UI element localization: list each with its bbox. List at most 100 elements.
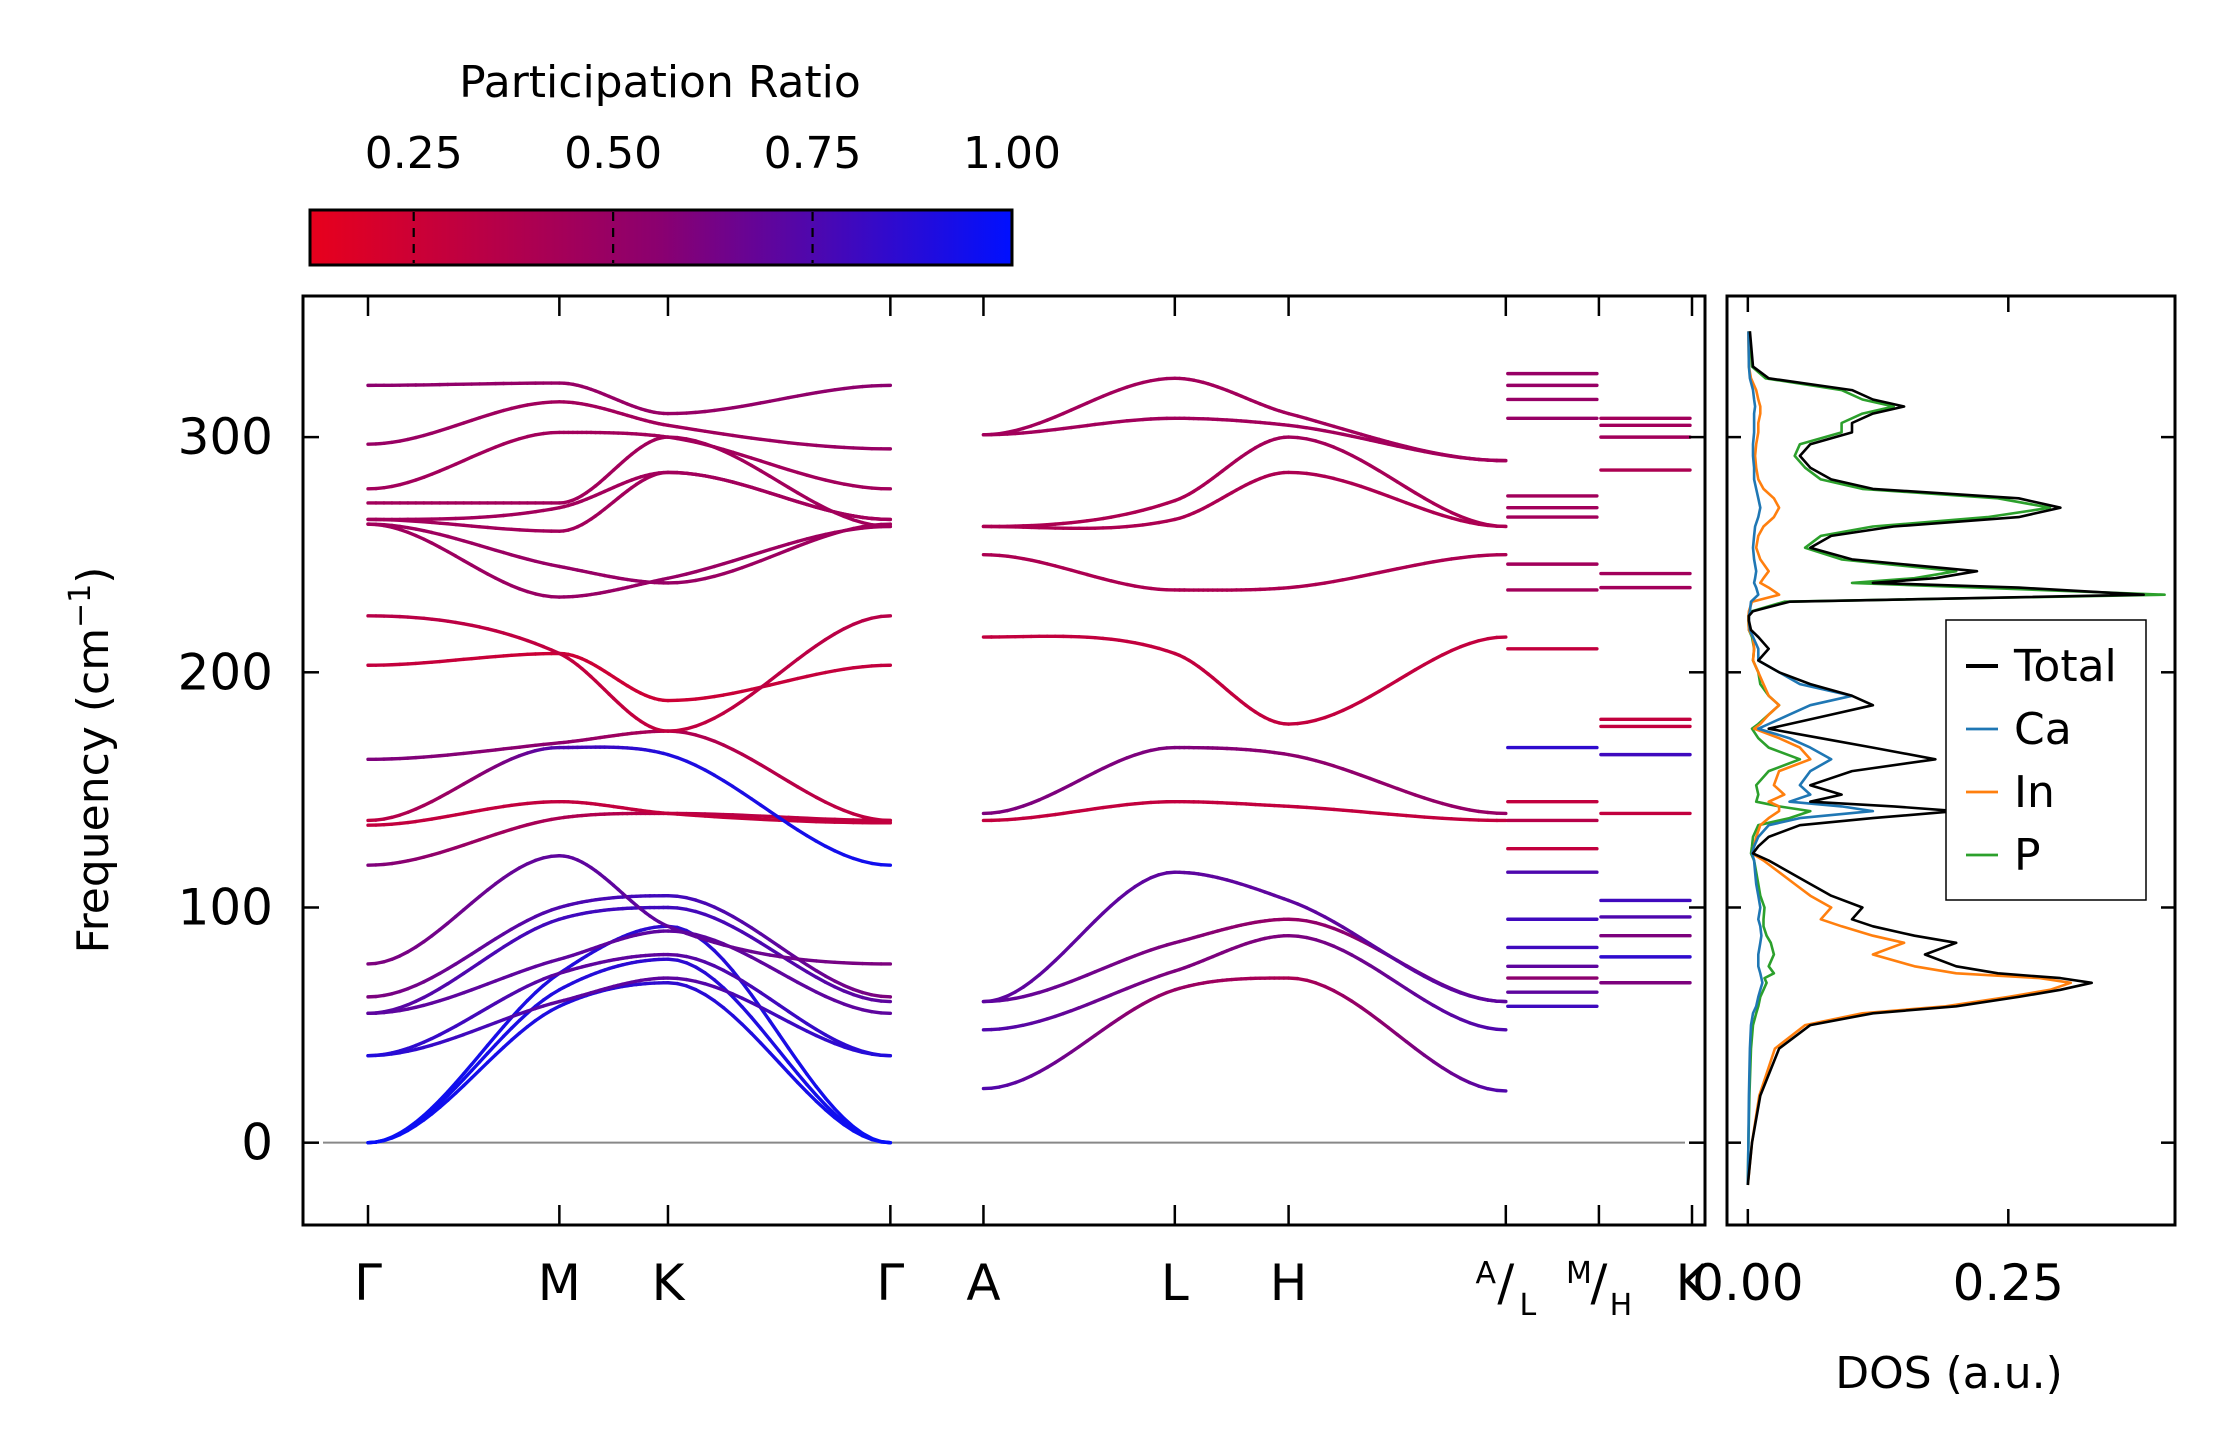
- phonon-band-segment: [795, 491, 809, 500]
- kpoint-label-slash: /: [1497, 1254, 1514, 1312]
- phonon-band-segment: [749, 1000, 763, 1009]
- phonon-band-segment: [805, 833, 818, 843]
- phonon-band-segment: [805, 963, 818, 973]
- phonon-band-segment: [493, 1024, 506, 1038]
- phonon-band-segment: [842, 622, 855, 631]
- phonon-band-segment: [509, 1018, 522, 1030]
- phonon-band-segment: [768, 1051, 781, 1065]
- phonon-band-segment: [1449, 1071, 1463, 1080]
- phonon-band-segment: [1377, 469, 1390, 478]
- phonon-band-segment: [721, 778, 735, 789]
- dos-tick-label: 0.00: [1692, 1254, 1803, 1312]
- legend-label-total: Total: [2013, 641, 2117, 692]
- phonon-band-segment: [814, 968, 828, 978]
- phonon-band-segment: [454, 1072, 466, 1085]
- phonon-band-segment: [438, 1090, 450, 1102]
- phonon-band-segment: [823, 800, 837, 809]
- kpath-axis: Γ M K Γ A L H KA / LM/H: [354, 296, 1710, 1323]
- phonon-band-segment: [786, 1060, 800, 1076]
- frequency-axis-label: Frequency (cm−1): [63, 567, 119, 954]
- phonon-band-segment: [740, 790, 754, 801]
- frequency-tick-label: 100: [178, 878, 273, 936]
- phonon-band-segment: [823, 506, 837, 515]
- phonon-band-segment: [422, 1106, 434, 1118]
- phonon-band-segment: [1495, 1088, 1508, 1093]
- phonon-band-segment: [485, 1043, 498, 1056]
- dos-curve-total: [1746, 331, 2145, 1186]
- phonon-band-segment: [833, 979, 846, 988]
- phonon-band-segment: [749, 935, 763, 945]
- phonon-band-segment: [805, 644, 818, 655]
- dos-legend: Total Ca In P: [1945, 619, 2147, 901]
- phonon-band-segment: [1386, 975, 1399, 985]
- phonon-band-segment: [501, 1026, 514, 1039]
- phonon-band-segment: [758, 960, 772, 969]
- phonon-band-segment: [768, 997, 781, 1007]
- phonon-band-segment: [768, 1010, 781, 1019]
- phonon-band-segment: [1341, 993, 1354, 1003]
- phonon-band-segment: [1085, 919, 1097, 931]
- phonon-band-segment: [461, 1076, 474, 1088]
- phonon-band-segment: [768, 1019, 781, 1037]
- phonon-band-segment: [1359, 1005, 1372, 1016]
- phonon-band-segment: [1413, 969, 1427, 979]
- dos-tick-label: 0.25: [1953, 1254, 2064, 1312]
- phonon-band-segment: [805, 496, 818, 506]
- phonon-band-segment: [1061, 943, 1073, 955]
- phonon-band-segment: [749, 1015, 763, 1030]
- phonon-band-segment: [1377, 947, 1390, 957]
- phonon-band-segment: [712, 998, 726, 1010]
- phonon-band-segment: [1431, 1003, 1445, 1013]
- phonon-band-segment: [823, 1103, 837, 1116]
- phonon-band-segment: [740, 1005, 754, 1019]
- phonon-band-segment: [795, 980, 809, 989]
- phonon-bands: [366, 371, 1692, 1145]
- phonon-band-segment: [777, 774, 791, 784]
- kpoint-label: Γ: [876, 1254, 904, 1312]
- phonon-band-segment: [446, 914, 458, 925]
- kpoint-label: Γ: [354, 1254, 382, 1312]
- kpoint-label-bottom: L: [1519, 1288, 1536, 1323]
- phonon-band-segment: [731, 995, 744, 1009]
- phonon-band-segment: [833, 1107, 846, 1121]
- phonon-band-segment: [842, 1116, 855, 1129]
- phonon-band-segment: [823, 844, 837, 853]
- phonon-band-segment: [823, 980, 837, 989]
- phonon-band-segment: [493, 1034, 506, 1047]
- phonon-band-segment: [1422, 657, 1436, 667]
- phonon-band-segment: [533, 983, 546, 995]
- phonon-band-segment: [740, 979, 754, 989]
- phonon-band-segment: [777, 480, 791, 490]
- phonon-band-segment: [795, 1015, 809, 1026]
- phonon-band-segment: [786, 1019, 800, 1029]
- phonon-band-segment: [477, 1051, 490, 1064]
- phonon-band-segment: [541, 977, 554, 988]
- phonon-band-segment: [786, 779, 800, 789]
- phonon-band-segment: [805, 1090, 818, 1103]
- phonon-band-segment: [485, 1034, 498, 1048]
- phonon-band-segment: [469, 894, 482, 905]
- phonon-band-segment: [749, 926, 763, 936]
- phonon-band-segment: [703, 992, 717, 1003]
- phonon-band-segment: [740, 996, 754, 1005]
- phonon-band-segment: [1029, 973, 1041, 984]
- kpoint-label: K: [1676, 1254, 1710, 1312]
- phonon-band-segment: [731, 925, 744, 934]
- phonon-band-segment: [1386, 953, 1399, 963]
- phonon-band-segment: [1395, 673, 1408, 683]
- phonon-band-segment: [446, 1091, 458, 1103]
- phonon-band-segment: [814, 795, 828, 804]
- phonon-band-segment: [786, 958, 800, 968]
- phonon-band-segment: [805, 985, 818, 994]
- phonon-band-segment: [805, 1029, 818, 1038]
- phonon-band-segment: [1332, 920, 1345, 929]
- phonon-band-segment: [493, 1045, 506, 1057]
- kpoint-label: A: [966, 1254, 1000, 1312]
- phonon-band-segment: [777, 944, 791, 955]
- phonon-band-segment: [469, 1060, 482, 1073]
- phonon-band-segment: [795, 828, 809, 838]
- phonon-band-segment: [758, 1041, 772, 1055]
- phonon-band-segment: [703, 768, 717, 777]
- phonon-band-segment: [879, 1139, 893, 1145]
